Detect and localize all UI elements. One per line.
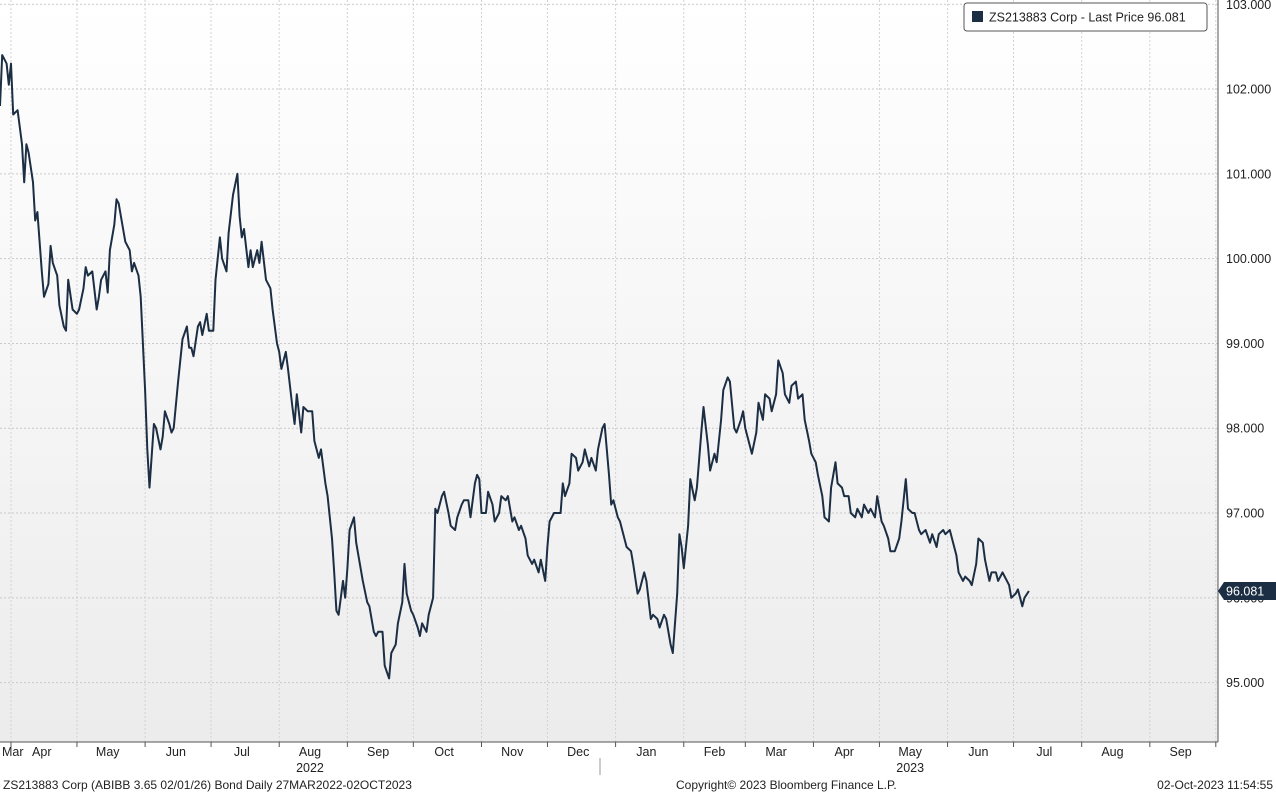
footer: ZS213883 Corp (ABIBB 3.65 02/01/26) Bond… (3, 758, 1273, 792)
x-tick-label: Jul (1036, 745, 1052, 759)
legend: ZS213883 Corp - Last Price 96.081 (963, 2, 1208, 32)
y-tick-label: 100.000 (1226, 252, 1271, 266)
y-tick-label: 95.000 (1226, 676, 1264, 690)
footer-left-text: ZS213883 Corp (ABIBB 3.65 02/01/26) Bond… (3, 778, 412, 792)
x-tick-label: Sep (367, 745, 389, 759)
x-tick-label: Aug (299, 745, 321, 759)
plot-background (0, 0, 1218, 742)
x-tick-label: Mar (2, 745, 24, 759)
x-tick-label: Apr (32, 745, 51, 759)
year-label: 2023 (896, 761, 924, 775)
y-tick-label: 97.000 (1226, 507, 1264, 521)
year-label: 2022 (296, 761, 324, 775)
legend-swatch (972, 11, 983, 22)
last-value-marker: 96.081 (1218, 581, 1276, 600)
grid-lines (0, 0, 1218, 742)
footer-copyright: Copyright© 2023 Bloomberg Finance L.P. (676, 778, 897, 792)
last-value-label: 96.081 (1226, 584, 1264, 598)
legend-label: ZS213883 Corp - Last Price 96.081 (989, 11, 1186, 25)
x-tick-label: Apr (835, 745, 854, 759)
legend-box (963, 2, 1208, 32)
price-series-line (0, 54, 1030, 680)
x-tick-label: Mar (765, 745, 787, 759)
x-tick-label: Oct (434, 745, 454, 759)
footer-timestamp: 02-Oct-2023 11:54:55 (1157, 778, 1273, 792)
x-tick-label: Jul (234, 745, 250, 759)
x-tick-label: Sep (1169, 745, 1191, 759)
last-value-badge (1218, 581, 1276, 600)
x-tick-label: Jan (636, 745, 656, 759)
x-tick-label: Jun (968, 745, 988, 759)
x-tick-label: May (898, 745, 922, 759)
y-tick-label: 101.000 (1226, 167, 1271, 181)
y-tick-label: 99.000 (1226, 337, 1264, 351)
x-tick-label: Jun (166, 745, 186, 759)
x-tick-label: Feb (704, 745, 726, 759)
series-layer (0, 54, 1030, 680)
y-tick-label: 98.000 (1226, 422, 1264, 436)
x-tick-label: May (96, 745, 120, 759)
x-tick-label: Dec (567, 745, 589, 759)
x-tick-label: Aug (1101, 745, 1123, 759)
y-tick-label: 102.000 (1226, 83, 1271, 97)
y-tick-label: 103.000 (1226, 0, 1271, 12)
x-tick-label: Nov (501, 745, 524, 759)
